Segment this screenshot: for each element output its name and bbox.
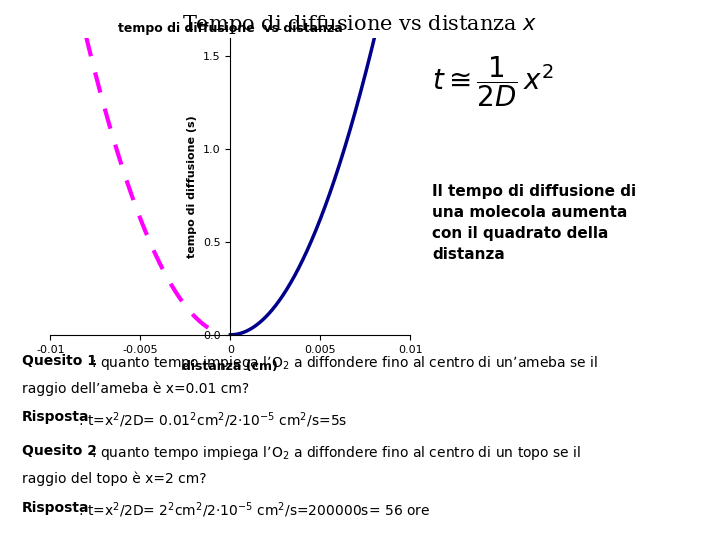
Text: Tempo di diffusione vs distanza $x$: Tempo di diffusione vs distanza $x$ [182, 14, 538, 37]
Text: raggio dell’ameba è x=0.01 cm?: raggio dell’ameba è x=0.01 cm? [22, 382, 248, 396]
Y-axis label: tempo di diffusione (s): tempo di diffusione (s) [187, 115, 197, 258]
Text: : t=x$^2$/2D= 2$^2$cm$^2$/2·10$^{-5}$ cm$^2$/s=200000s= 56 ore: : t=x$^2$/2D= 2$^2$cm$^2$/2·10$^{-5}$ cm… [78, 501, 430, 520]
Text: : t=x$^2$/2D= 0.01$^2$cm$^2$/2·10$^{-5}$ cm$^2$/s=5s: : t=x$^2$/2D= 0.01$^2$cm$^2$/2·10$^{-5}$… [78, 410, 347, 430]
Text: $t \cong \dfrac{1}{2D}\,x^2$: $t \cong \dfrac{1}{2D}\,x^2$ [432, 54, 554, 109]
Text: Quesito 2: Quesito 2 [22, 444, 96, 458]
Text: Il tempo di diffusione di
una molecola aumenta
con il quadrato della
distanza: Il tempo di diffusione di una molecola a… [432, 184, 636, 261]
Text: raggio del topo è x=2 cm?: raggio del topo è x=2 cm? [22, 472, 206, 487]
Text: Risposta: Risposta [22, 410, 89, 424]
Title: tempo di diffusione  vs distanza: tempo di diffusione vs distanza [118, 22, 343, 35]
Text: : quanto tempo impiega l’O$_2$ a diffondere fino al centro di un’ameba se il: : quanto tempo impiega l’O$_2$ a diffond… [91, 354, 598, 372]
Text: Risposta: Risposta [22, 501, 89, 515]
Text: Quesito 1: Quesito 1 [22, 354, 96, 368]
Text: : quanto tempo impiega l’O$_2$ a diffondere fino al centro di un topo se il: : quanto tempo impiega l’O$_2$ a diffond… [91, 444, 581, 462]
X-axis label: distanza (cm): distanza (cm) [182, 360, 279, 373]
